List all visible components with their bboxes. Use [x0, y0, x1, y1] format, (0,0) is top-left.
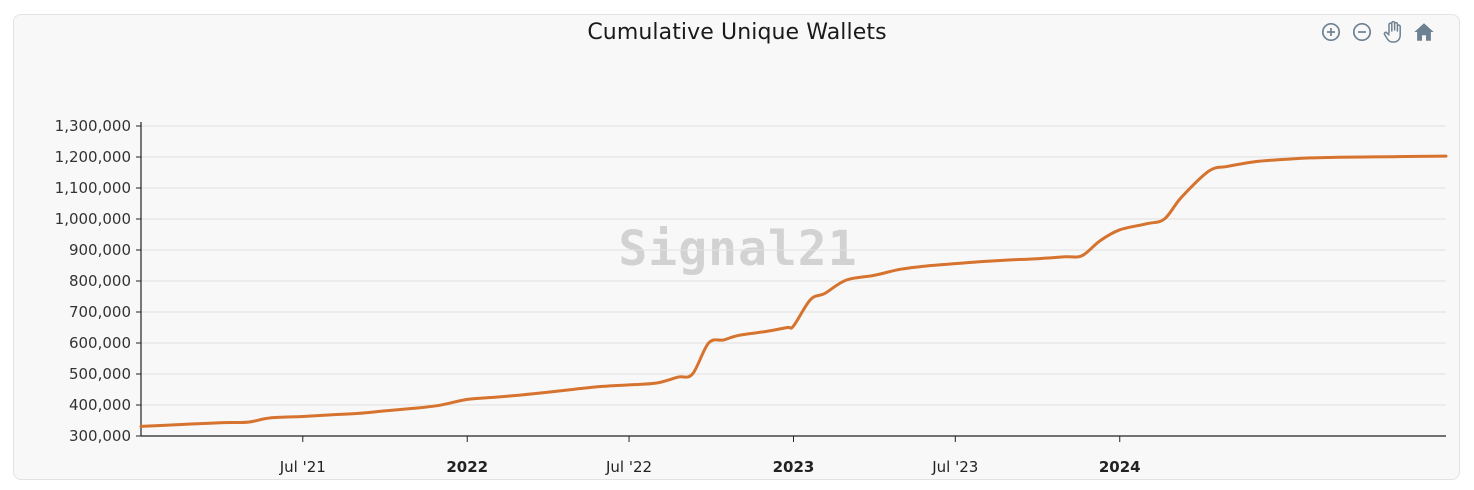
pan-hand-icon[interactable]: [1382, 20, 1404, 43]
chart-toolbar: [1320, 19, 1435, 45]
zoom-out-icon[interactable]: [1351, 21, 1373, 43]
chart-card: [13, 14, 1460, 480]
chart-title: Cumulative Unique Wallets: [587, 20, 887, 45]
home-icon[interactable]: [1413, 21, 1435, 43]
zoom-in-icon[interactable]: [1320, 21, 1342, 43]
